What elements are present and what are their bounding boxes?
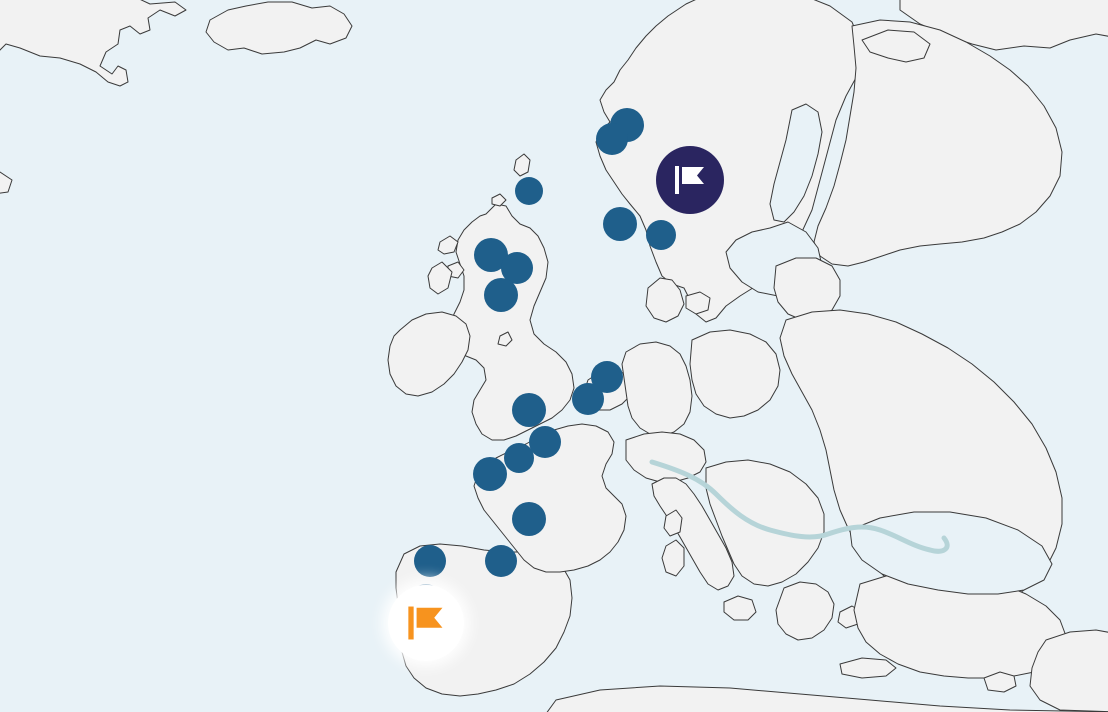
land-corsica [663,509,683,537]
land-crete [839,657,897,679]
marker-england-south[interactable] [512,393,546,427]
flag-icon [408,606,443,640]
marker-cantabria[interactable] [485,545,517,577]
marker-scotland-south[interactable] [484,278,518,312]
marker-belgium[interactable] [572,383,604,415]
land-orkney [491,193,507,207]
marker-bay-of-biscay[interactable] [512,502,546,536]
marker-galicia[interactable] [414,545,446,577]
land-greenland-islet-a [0,171,13,194]
land-alpine [625,431,707,483]
land-kola-peninsula [861,29,931,63]
land-greenland [0,0,187,87]
land-denmark-islands [685,291,711,315]
marker-channel[interactable] [504,443,534,473]
land-ireland [387,311,471,397]
land-hebrides [427,261,453,295]
marker-brittany[interactable] [473,457,507,491]
land-iceland [205,1,353,55]
land-middle-east [1029,629,1108,712]
land-balkans [705,459,825,587]
land-denmark [645,277,685,323]
marker-norway-south-a[interactable] [603,207,637,241]
land-baltic-states [773,257,841,321]
land-poland [689,329,781,419]
land-north-africa [546,685,1108,712]
sea-black [849,511,1053,595]
land-isle-of-man [497,331,513,347]
land-cyprus [983,671,1017,693]
river-danube [649,459,950,554]
flag-icon [675,166,704,194]
marker-selected-portugal[interactable] [388,585,464,661]
land-sicily [723,595,757,621]
marker-north-sea-shetland[interactable] [515,177,543,205]
marker-headquarters-scandinavia[interactable] [656,146,724,214]
land-greece [775,581,835,641]
marker-norway-south-b[interactable] [646,220,676,250]
land-shetland [513,153,531,177]
marker-norway-north-b[interactable] [596,123,628,155]
land-germany [621,341,693,437]
land-arctic-north [899,0,1108,51]
sea-gulf-of-bothnia [769,103,823,223]
land-sardinia [661,539,685,577]
marker-normandy[interactable] [529,426,561,458]
land-scotland-islands-a [437,235,459,255]
land-baltic-northeast [813,19,1063,267]
